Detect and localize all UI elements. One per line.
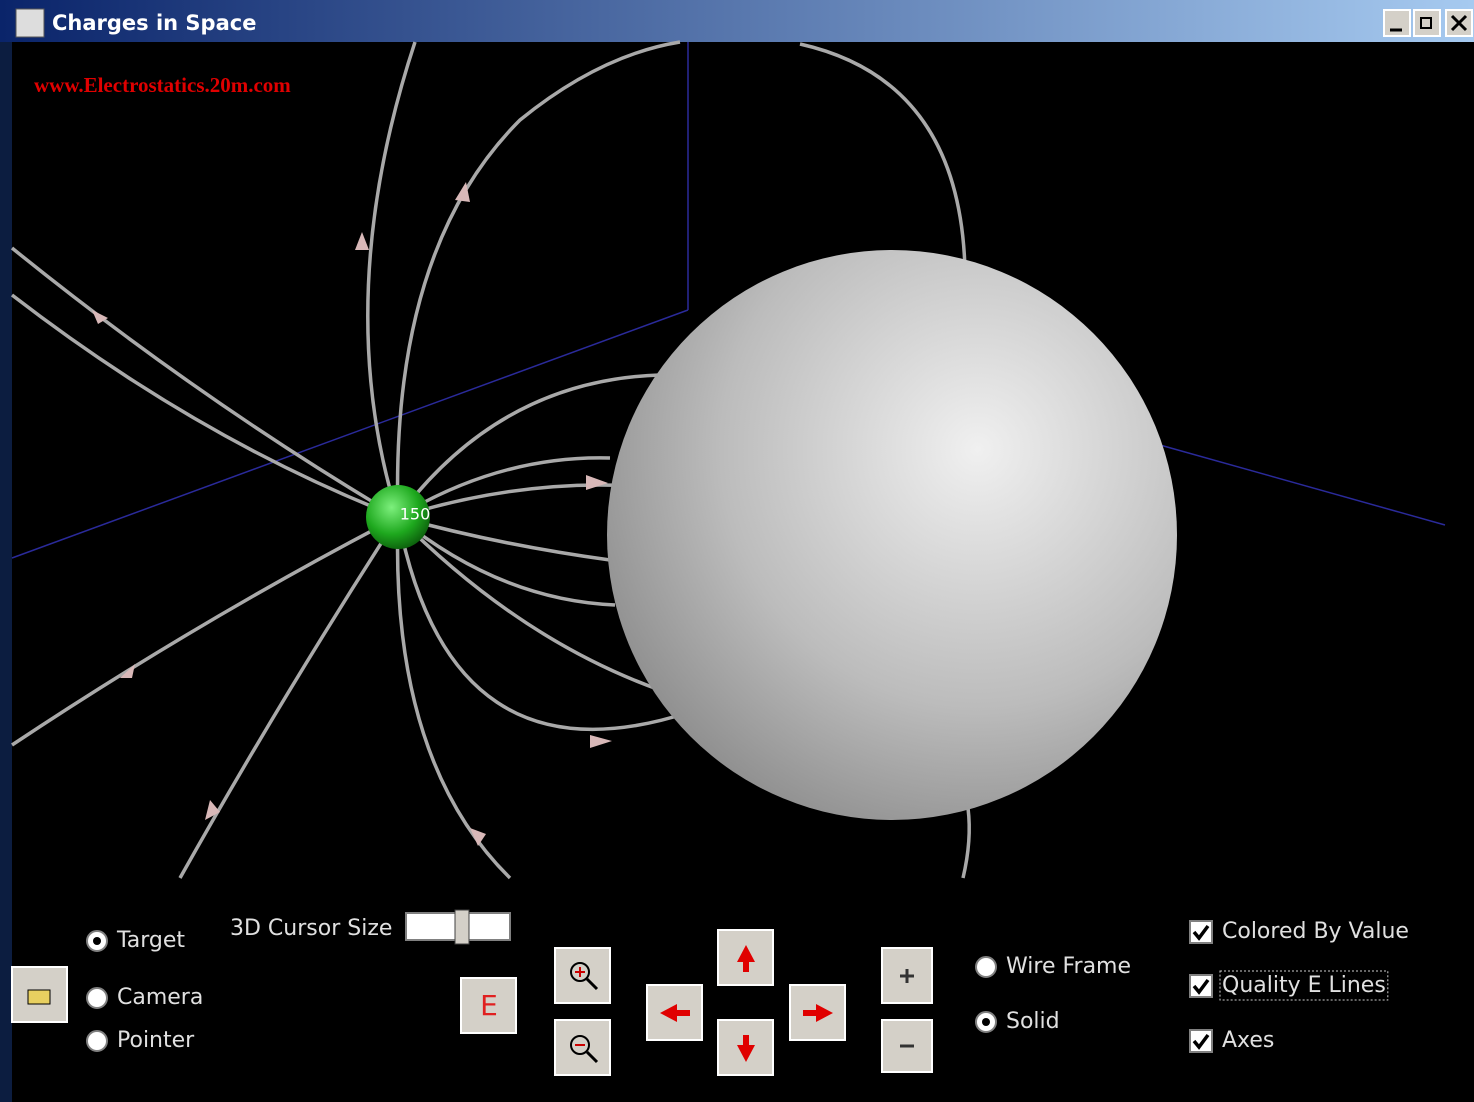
window-title: Charges in Space (52, 11, 256, 35)
radio-button[interactable] (87, 1031, 107, 1051)
hand-button[interactable] (12, 967, 67, 1022)
radio-label: Wire Frame (1006, 954, 1131, 979)
arrow-right-button[interactable] (790, 985, 845, 1040)
charge-label: 150 (400, 505, 431, 524)
radio-label: Solid (1006, 1009, 1060, 1034)
window-buttons (1384, 10, 1472, 36)
radio-label: Target (116, 928, 185, 953)
radio-label: Camera (117, 985, 203, 1010)
arrow-left-button[interactable] (647, 985, 702, 1040)
watermark: www.Electrostatics.20m.com (34, 73, 291, 97)
e-button-label: E (480, 989, 498, 1022)
app-window: Charges in Space www.Electrostatics.20m.… (0, 0, 1474, 1102)
zoom-out-button[interactable] (555, 1020, 610, 1075)
zoom-in-button[interactable] (555, 948, 610, 1003)
checkbox[interactable] (1190, 975, 1212, 997)
minimize-button[interactable] (1384, 10, 1410, 36)
e-button[interactable]: E (461, 978, 516, 1033)
checkbox[interactable] (1190, 1030, 1212, 1052)
minus-button[interactable] (882, 1020, 932, 1072)
checkbox-label: Colored By Value (1222, 919, 1409, 944)
sphere (607, 250, 1177, 820)
radio-dot (93, 937, 101, 945)
cursor-size-slider[interactable] (406, 910, 510, 944)
radio-label: Pointer (117, 1028, 195, 1053)
plus-button[interactable] (882, 948, 932, 1003)
radio-button[interactable] (87, 988, 107, 1008)
arrow-up-button[interactable] (718, 930, 773, 985)
window-border (0, 0, 12, 1102)
arrow-down-button[interactable] (718, 1020, 773, 1075)
app-icon (16, 9, 44, 37)
radio-option[interactable]: Target (87, 928, 185, 953)
checkbox-label: Axes (1222, 1028, 1274, 1053)
cursor-size-label: 3D Cursor Size (230, 916, 392, 941)
checkbox-option[interactable]: Colored By Value (1190, 919, 1409, 944)
checkbox[interactable] (1190, 921, 1212, 943)
checkbox-label: Quality E Lines (1222, 973, 1386, 998)
radio-option[interactable]: Solid (976, 1009, 1060, 1034)
radio-dot (982, 1018, 990, 1026)
radio-button[interactable] (976, 957, 996, 977)
checkbox-option[interactable]: Axes (1190, 1028, 1274, 1053)
restore-button[interactable] (1414, 10, 1440, 36)
